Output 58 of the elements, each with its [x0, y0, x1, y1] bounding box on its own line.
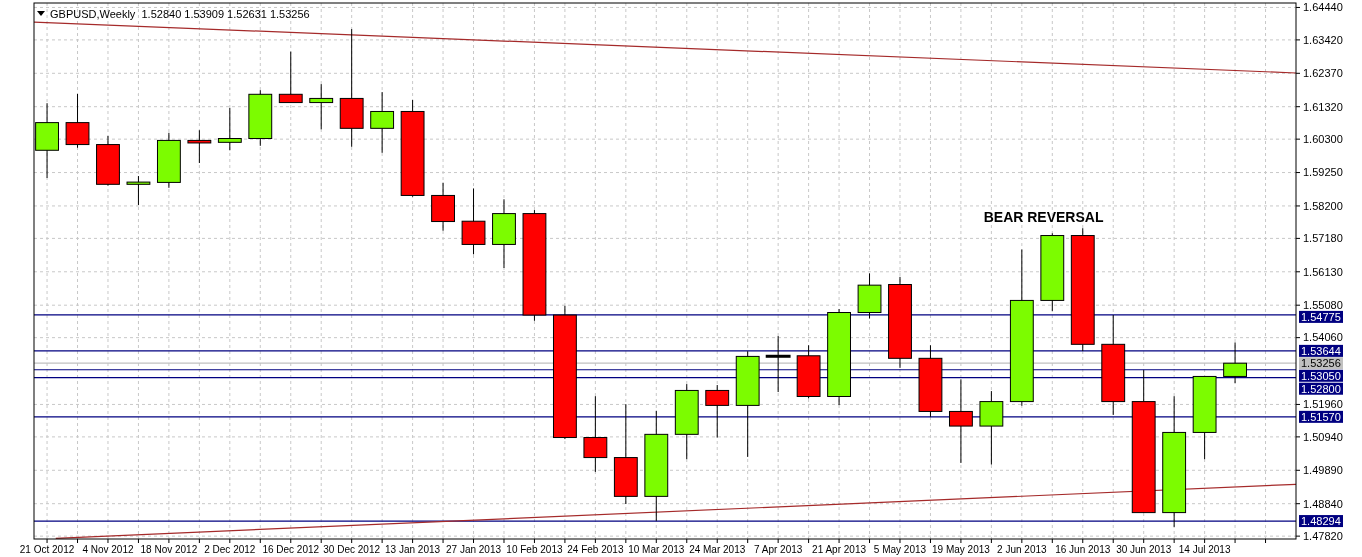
- candlestick: [461, 187, 486, 255]
- ref-line-label: 1.54775: [1301, 310, 1341, 323]
- candlestick: [65, 93, 90, 149]
- y-tick-label: 1.55080: [1303, 299, 1343, 312]
- x-tick-label: 30 Jun 2013: [1116, 544, 1172, 555]
- x-tick-label: 7 Apr 2013: [753, 544, 803, 555]
- candlestick: [1223, 341, 1247, 384]
- candlestick: [187, 129, 212, 164]
- y-tick-label: 1.63420: [1303, 33, 1343, 46]
- y-tick-label: 1.56130: [1303, 265, 1343, 278]
- ref-line-label: 1.53256: [1301, 357, 1341, 370]
- x-tick-label: 16 Dec 2012: [262, 544, 320, 555]
- legend-label: 1.52800: [1301, 382, 1341, 395]
- x-tick-label: 10 Feb 2013: [506, 544, 563, 555]
- y-tick-label: 1.64440: [1303, 1, 1343, 14]
- x-tick-label: 2 Jun 2013: [997, 544, 1048, 555]
- candlestick: [583, 395, 608, 473]
- x-tick-label: 16 Jun 2013: [1055, 544, 1111, 555]
- candlestick: [126, 175, 151, 206]
- x-tick-label: 21 Oct 2012: [19, 544, 75, 555]
- y-tick-label: 1.49890: [1303, 464, 1343, 477]
- y-tick-label: 1.62370: [1303, 67, 1343, 80]
- ref-line-label: 1.53050: [1301, 369, 1341, 382]
- y-tick-label: 1.58200: [1303, 199, 1343, 212]
- y-tick-label: 1.61320: [1303, 100, 1343, 113]
- x-tick-label: 4 Nov 2012: [82, 544, 134, 555]
- x-tick-label: 10 Mar 2013: [628, 544, 685, 555]
- x-tick-label: 21 Apr 2013: [812, 544, 867, 555]
- y-tick-label: 1.60300: [1303, 133, 1343, 145]
- y-tick-label: 1.57180: [1303, 232, 1343, 245]
- y-tick-label: 1.59250: [1303, 166, 1343, 179]
- x-tick-label: 5 May 2013: [873, 544, 927, 555]
- candlestick: [370, 91, 395, 154]
- candlestick: [705, 384, 730, 439]
- ref-line-label: 1.48294: [1301, 514, 1341, 527]
- candlestick: [217, 107, 242, 151]
- x-tick-label: 18 Nov 2012: [140, 544, 198, 555]
- y-tick-label: 1.54060: [1303, 331, 1343, 344]
- candlestick: [765, 335, 791, 393]
- x-tick-label: 24 Mar 2013: [689, 544, 746, 555]
- chart-title: GBPUSD,Weekly 1.52840 1.53909 1.52631 1.53256: [50, 7, 310, 20]
- candlestick: [278, 51, 303, 104]
- candlestick: [309, 83, 334, 130]
- x-tick-label: 19 May 2013: [932, 544, 991, 555]
- y-tick-label: 1.50940: [1303, 430, 1343, 443]
- y-tick-label: 1.51960: [1303, 398, 1343, 411]
- x-tick-label: 13 Jan 2013: [385, 544, 441, 555]
- y-tick-label: 1.48840: [1303, 497, 1343, 510]
- x-tick-label: 14 Jul 2013: [1178, 544, 1231, 555]
- x-tick-label: 30 Dec 2012: [323, 544, 381, 555]
- x-tick-label: 24 Feb 2013: [567, 544, 624, 555]
- annotation: BEAR REVERSAL: [983, 209, 1104, 225]
- y-tick-label: 1.47820: [1303, 529, 1343, 542]
- ref-line-label: 1.53644: [1301, 344, 1341, 357]
- x-tick-label: 2 Dec 2012: [204, 544, 256, 555]
- candlestick: [948, 378, 973, 464]
- ref-line-label: 1.51570: [1301, 410, 1341, 423]
- x-tick-label: 27 Jan 2013: [445, 544, 502, 555]
